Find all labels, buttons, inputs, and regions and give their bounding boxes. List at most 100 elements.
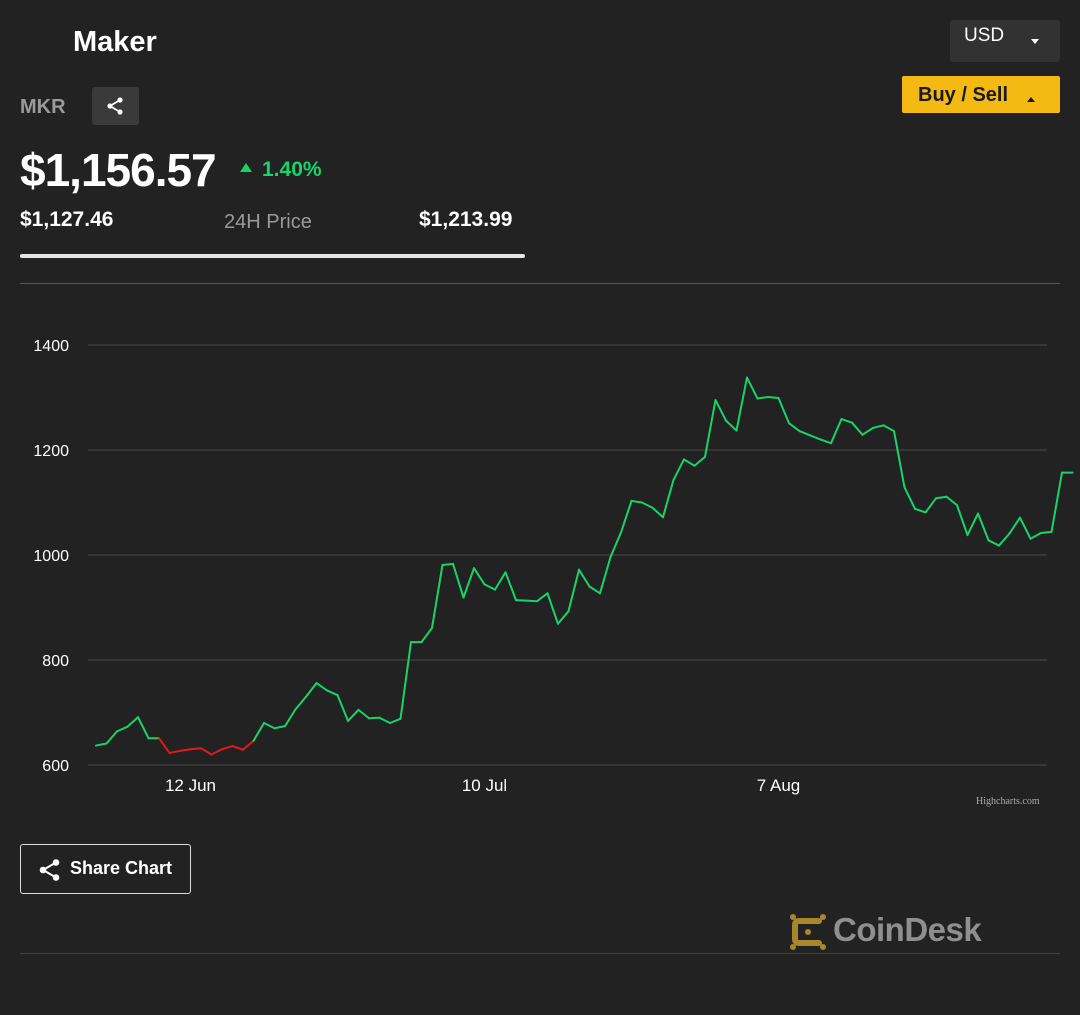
price-line-segment: [525, 599, 538, 603]
coin-name: Maker: [73, 26, 157, 58]
price-line-segment: [210, 748, 223, 756]
coindesk-wordmark: CoinDesk: [833, 911, 982, 948]
price-line-segment: [462, 567, 475, 599]
currency-select[interactable]: USD: [950, 20, 1060, 62]
price-line-segment: [819, 438, 832, 445]
price-line-segment: [252, 722, 265, 742]
price-line-segment: [651, 506, 664, 519]
y-tick-label: 1400: [33, 338, 69, 355]
price-line-segment: [914, 507, 927, 514]
price-line-segment: [441, 562, 454, 566]
price-line-segment: [777, 397, 790, 425]
x-tick-label: 12 Jun: [165, 776, 216, 795]
price-line-segment: [945, 495, 958, 507]
caret-down-icon: [1031, 39, 1039, 44]
price-line-segment: [861, 426, 874, 436]
price-line-segment: [347, 708, 360, 722]
price-line-segment: [683, 458, 696, 467]
price-line-segment: [1019, 516, 1032, 540]
price-line-segment: [483, 583, 496, 591]
price-line-segment: [263, 722, 276, 730]
price-line-segment: [725, 419, 738, 432]
price-line-segment: [326, 689, 339, 697]
price-line-segment: [767, 395, 780, 400]
price-range-bar: [20, 254, 525, 258]
price-line-segment: [935, 495, 948, 500]
current-price: $1,156.57: [20, 144, 217, 196]
price-line-segment: [788, 422, 801, 433]
price-line-segment: [756, 395, 769, 400]
price-line-segment: [504, 571, 517, 602]
price-line-segment: [536, 592, 549, 603]
price-line-segment: [294, 695, 307, 711]
price-line-segment: [998, 532, 1011, 547]
share-icon: [39, 859, 60, 881]
price-line-segment: [452, 562, 465, 599]
price-line-segment: [189, 747, 202, 751]
price-line-segment: [851, 421, 864, 436]
price-line-segment: [578, 568, 591, 588]
price-line-segment: [1050, 471, 1063, 533]
price-line-segment: [567, 568, 580, 613]
price-line-segment: [609, 531, 622, 559]
price-line-segment: [546, 592, 559, 625]
price-line-segment: [798, 430, 811, 437]
price-line-segment: [672, 458, 685, 481]
price-line-segment: [378, 716, 391, 724]
price-line-segment: [1029, 531, 1042, 540]
price-line-segment: [473, 567, 486, 586]
x-tick-label: 10 Jul: [462, 776, 507, 795]
buy-sell-button[interactable]: Buy / Sell: [902, 76, 1060, 113]
price-line-segment: [966, 512, 979, 537]
divider: [20, 953, 1060, 954]
price-line-segment: [588, 585, 601, 595]
price-line-segment: [557, 610, 570, 625]
price-line-segment: [357, 708, 370, 720]
price-line-segment: [137, 716, 150, 740]
price-line-segment: [956, 504, 969, 537]
price-line-segment: [641, 501, 654, 509]
price-line-segment: [714, 399, 727, 422]
price-line-segment: [924, 497, 937, 514]
price-change-percent: 1.40%: [262, 158, 322, 181]
price-line-segment: [420, 626, 433, 644]
y-tick-label: 1200: [33, 443, 69, 460]
share-icon: [107, 97, 123, 115]
price-line-segment: [231, 745, 244, 751]
chart-credits[interactable]: Highcharts.com: [976, 796, 1040, 807]
price-line-segment: [242, 739, 255, 751]
price-low-24h: $1,127.46: [20, 208, 114, 231]
price-line-segment: [168, 749, 181, 754]
price-line-segment: [893, 430, 906, 489]
price-line-segment: [221, 745, 234, 751]
price-range-label: 24H Price: [224, 211, 312, 233]
share-chart-label: Share Chart: [70, 858, 173, 878]
price-line-segment: [620, 499, 633, 534]
coin-symbol: MKR: [20, 96, 66, 118]
price-line-segment: [630, 499, 643, 504]
price-line-segment: [315, 682, 328, 692]
share-chart-button[interactable]: Share Chart: [20, 844, 191, 894]
price-line-segment: [1040, 530, 1053, 534]
y-tick-label: 1000: [33, 548, 69, 565]
caret-up-icon: [1027, 97, 1035, 102]
share-button[interactable]: [92, 87, 139, 125]
price-line-segment: [977, 512, 990, 542]
coindesk-mark-icon: [790, 914, 826, 950]
price-line-segment: [809, 434, 822, 441]
x-tick-label: 7 Aug: [757, 776, 801, 795]
price-line-segment: [431, 563, 444, 629]
price-line-segment: [494, 571, 507, 591]
price-line-segment: [746, 376, 759, 400]
price-line-segment: [389, 717, 402, 724]
price-line-segment: [95, 742, 108, 747]
price-line-segment: [105, 730, 118, 745]
currency-value: USD: [964, 25, 1005, 46]
price-chart[interactable]: 600 800 1000 1200 1400 12 Jun 10 Jul 7 Aug: [0, 300, 1080, 810]
price-high-24h: $1,213.99: [419, 208, 513, 231]
buy-sell-label: Buy / Sell: [918, 84, 1009, 106]
price-line-segment: [336, 694, 349, 722]
price-line-segment: [126, 716, 139, 728]
y-tick-label: 800: [42, 653, 69, 670]
y-tick-label: 600: [42, 758, 69, 775]
